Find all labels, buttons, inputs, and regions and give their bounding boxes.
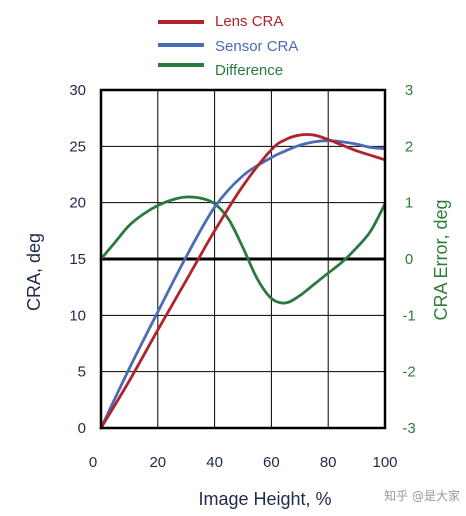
y-right-tick-label: 1 bbox=[405, 195, 413, 212]
series-lines bbox=[99, 133, 387, 430]
x-tick-label: 60 bbox=[263, 454, 280, 471]
legend-label-sensor-cra: Sensor CRA bbox=[215, 38, 298, 55]
y-right-tick-label: -1 bbox=[402, 307, 415, 324]
plot-frame bbox=[99, 88, 387, 430]
y-right-tick-label: 0 bbox=[405, 251, 413, 268]
watermark: 知乎 @是大家 bbox=[384, 488, 460, 503]
y-left-tick-label: 5 bbox=[78, 364, 86, 381]
x-axis-label: Image Height, % bbox=[198, 489, 331, 509]
y-right-tick-label: -2 bbox=[402, 364, 415, 381]
y-axis-left-label: CRA, deg bbox=[24, 233, 44, 311]
x-tick-label: 0 bbox=[89, 454, 97, 471]
legend-label-lens-cra: Lens CRA bbox=[215, 13, 283, 30]
y-left-tick-label: 30 bbox=[69, 82, 86, 99]
y-right-tick-label: -3 bbox=[402, 420, 415, 437]
x-tick-label: 40 bbox=[206, 454, 223, 471]
legend: Lens CRA Sensor CRA Difference bbox=[158, 13, 298, 79]
x-tick-label: 80 bbox=[320, 454, 337, 471]
y-left-tick-label: 0 bbox=[78, 420, 86, 437]
series-line-difference bbox=[99, 195, 387, 305]
y-left-tick-label: 15 bbox=[69, 251, 86, 268]
y-left-tick-labels: 0 5 10 15 20 25 30 bbox=[69, 82, 86, 437]
series-line-lens-cra bbox=[99, 133, 387, 430]
y-right-tick-label: 3 bbox=[405, 82, 413, 99]
y-right-tick-label: 2 bbox=[405, 138, 413, 155]
x-tick-label: 100 bbox=[372, 454, 397, 471]
x-tick-label: 20 bbox=[149, 454, 166, 471]
y-right-tick-labels: -3 -2 -1 0 1 2 3 bbox=[402, 82, 415, 437]
series-line-sensor-cra bbox=[99, 139, 387, 430]
legend-label-difference: Difference bbox=[215, 62, 283, 79]
y-axis-right-label: CRA Error, deg bbox=[431, 199, 451, 320]
y-left-tick-label: 25 bbox=[69, 138, 86, 155]
x-tick-labels: 0 20 40 60 80 100 bbox=[89, 454, 398, 471]
y-left-tick-label: 20 bbox=[69, 195, 86, 212]
y-left-tick-label: 10 bbox=[69, 307, 86, 324]
